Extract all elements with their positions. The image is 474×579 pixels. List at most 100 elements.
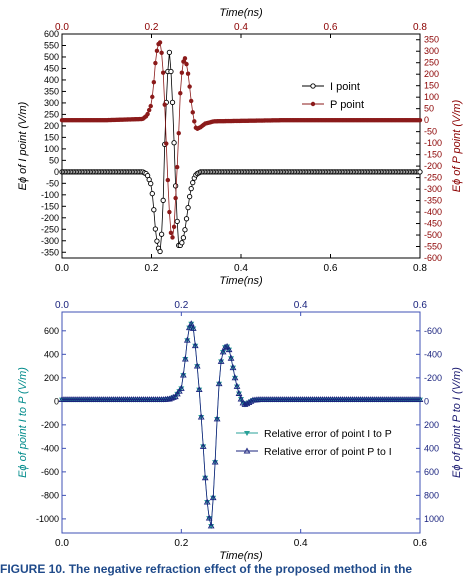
data-point [417, 117, 423, 123]
y-tick-label-right: 350 [424, 35, 439, 45]
x-tick-label-top: 0.0 [55, 300, 69, 311]
x-tick-label-bottom: 0.6 [324, 263, 338, 274]
y-tick-label-left: -100 [41, 190, 59, 200]
data-point [180, 235, 187, 241]
data-point [213, 415, 221, 422]
x-tick-label-bottom: 0.0 [55, 538, 69, 549]
y-tick-label-right: 0 [424, 396, 429, 406]
data-point [191, 342, 199, 349]
data-point [164, 141, 169, 146]
x-tick-label-bottom: 0.2 [174, 538, 188, 549]
legend: Relative error of point I to P Relative e… [236, 428, 392, 458]
plot-frame [61, 311, 421, 534]
x-axis-title-bottom: Time(ns) [219, 275, 263, 287]
series-line [62, 322, 420, 526]
chart-top: 0.00.00.20.20.40.40.60.60.80.86005505004… [17, 7, 463, 287]
data-point [188, 185, 194, 192]
data-point [184, 61, 189, 67]
caption-text: The negative refraction effect of the pr… [68, 562, 413, 576]
y-tick-label-right: 300 [424, 46, 439, 56]
y-tick-label-right: -300 [424, 184, 442, 194]
data-point [149, 190, 155, 197]
data-point [176, 130, 181, 136]
y-tick-label-left: -300 [41, 236, 59, 246]
data-point [183, 216, 190, 222]
x-axis-title-bottom: Time(ns) [219, 550, 263, 562]
y-tick-label-left: 400 [44, 75, 59, 85]
plot-frame [61, 33, 421, 259]
y-tick-label-left: 0 [54, 396, 59, 406]
data-point [159, 50, 164, 56]
y-tick-label-right: 1000 [424, 514, 444, 524]
y-tick-label-right: -50 [424, 127, 437, 137]
y-tick-label-left: 50 [49, 155, 59, 165]
data-point [185, 71, 191, 76]
data-point [189, 324, 197, 331]
legend-marker [310, 83, 316, 89]
data-point [160, 197, 166, 203]
data-point [190, 179, 196, 186]
x-tick-label-bottom: 0.4 [294, 538, 308, 549]
data-point [207, 522, 215, 529]
data-point [148, 180, 154, 187]
series-line [62, 322, 420, 526]
data-point [215, 380, 223, 387]
y-tick-label-right: -100 [424, 138, 442, 148]
data-point [183, 336, 191, 343]
y-tick-label-right: -600 [424, 253, 442, 263]
y-tick-label-right: 600 [424, 467, 439, 477]
data-point [192, 119, 197, 124]
figure-caption: FIGURE 10. The negative refraction effec… [0, 559, 474, 579]
y-tick-label-left: 550 [44, 40, 59, 50]
y-tick-label-right: 800 [424, 490, 439, 500]
x-tick-label-top: 0.2 [145, 22, 159, 33]
data-point [177, 384, 185, 391]
data-point [235, 389, 243, 396]
y-tick-label-left: 200 [44, 121, 59, 131]
y-tick-label-left: -50 [46, 178, 59, 188]
data-point [178, 90, 183, 96]
y-tick-label-left: -400 [41, 443, 59, 453]
data-point [182, 56, 188, 61]
data-point [185, 204, 191, 211]
y-tick-label-left: -250 [41, 224, 59, 234]
data-point [169, 99, 176, 106]
data-point [154, 238, 160, 244]
data-point [168, 68, 174, 75]
x-tick-label-top: 0.4 [294, 300, 308, 311]
data-point [190, 110, 195, 115]
caption-label: FIGURE 10. [0, 562, 66, 576]
y-tick-label-right: -550 [424, 242, 442, 252]
y-tick-label-left: -200 [41, 213, 59, 223]
data-point [201, 474, 209, 481]
data-point [416, 396, 424, 403]
data-point [229, 364, 237, 371]
data-point [166, 49, 173, 56]
series-1 [59, 49, 423, 255]
y-tick-label-left: 200 [44, 373, 59, 383]
data-point [195, 386, 203, 393]
data-point [219, 348, 227, 355]
series-2 [58, 320, 424, 529]
legend-marker [244, 431, 250, 436]
y-axis-title-left: Eϕ of I point (V/m) [17, 101, 29, 190]
y-tick-label-left: 600 [44, 29, 59, 39]
chart-bottom: 0.0 0.0 0.2 0.2 0.4 0.4 0.6 0.6 600 400 200 0 -200 -4… [17, 300, 463, 562]
y-tick-label-left: -600 [41, 467, 59, 477]
y-tick-label-right: 200 [424, 420, 439, 430]
data-point [182, 227, 188, 233]
x-tick-label-bottom: 0.6 [413, 538, 427, 549]
legend: I point P point [302, 81, 364, 111]
y-tick-label-right: -250 [424, 173, 442, 183]
data-point [151, 79, 157, 85]
data-point [145, 111, 150, 117]
x-tick-label-top: 0.8 [413, 22, 427, 33]
data-point [233, 382, 241, 389]
data-point [167, 209, 172, 215]
x-tick-label-bottom: 0.8 [413, 263, 427, 274]
data-point [227, 354, 235, 361]
data-point [237, 395, 245, 402]
y-tick-label-left: 350 [44, 86, 59, 96]
y-tick-label-right: 0 [424, 115, 429, 125]
y-tick-label-left: 100 [44, 144, 59, 154]
